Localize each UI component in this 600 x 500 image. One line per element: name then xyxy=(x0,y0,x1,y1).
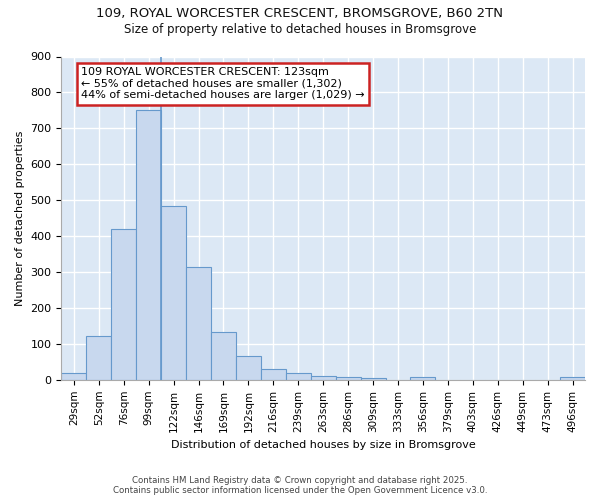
Text: 109, ROYAL WORCESTER CRESCENT, BROMSGROVE, B60 2TN: 109, ROYAL WORCESTER CRESCENT, BROMSGROV… xyxy=(97,8,503,20)
Bar xyxy=(86,336,111,380)
Bar xyxy=(211,332,236,380)
Bar xyxy=(311,376,335,380)
Text: Size of property relative to detached houses in Bromsgrove: Size of property relative to detached ho… xyxy=(124,22,476,36)
Bar xyxy=(61,372,86,380)
Bar xyxy=(335,377,361,380)
Text: 109 ROYAL WORCESTER CRESCENT: 123sqm
← 55% of detached houses are smaller (1,302: 109 ROYAL WORCESTER CRESCENT: 123sqm ← 5… xyxy=(82,68,365,100)
Y-axis label: Number of detached properties: Number of detached properties xyxy=(15,130,25,306)
Bar xyxy=(186,266,211,380)
Bar xyxy=(410,377,436,380)
Bar xyxy=(236,356,261,380)
Bar xyxy=(261,369,286,380)
Bar xyxy=(161,206,186,380)
Bar xyxy=(286,372,311,380)
Text: Contains HM Land Registry data © Crown copyright and database right 2025.
Contai: Contains HM Land Registry data © Crown c… xyxy=(113,476,487,495)
Bar xyxy=(361,378,386,380)
Bar xyxy=(560,377,585,380)
Bar xyxy=(111,229,136,380)
X-axis label: Distribution of detached houses by size in Bromsgrove: Distribution of detached houses by size … xyxy=(171,440,476,450)
Bar xyxy=(136,110,161,380)
